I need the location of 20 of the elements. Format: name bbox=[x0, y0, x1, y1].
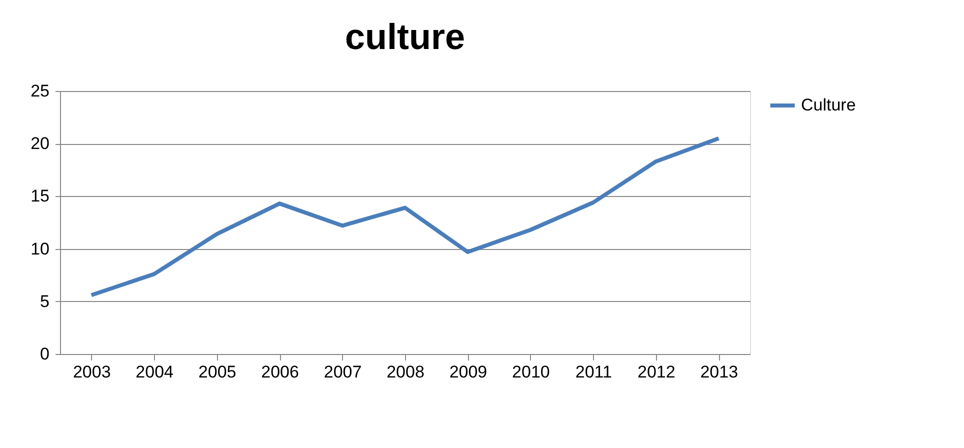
x-tick-label: 2013 bbox=[700, 362, 738, 382]
x-tick-label: 2012 bbox=[637, 362, 676, 382]
x-tick-label: 2006 bbox=[261, 362, 299, 382]
chart-title: culture bbox=[344, 16, 466, 57]
x-tick-label: 2005 bbox=[198, 362, 236, 382]
y-tick-label: 15 bbox=[30, 186, 50, 206]
y-tick-label: 5 bbox=[40, 292, 50, 311]
x-tick-label: 2007 bbox=[324, 362, 362, 382]
x-tick-label: 2004 bbox=[136, 362, 174, 382]
line-series bbox=[89, 136, 721, 298]
y-tick-label: 25 bbox=[30, 82, 50, 100]
x-tick-label: 2011 bbox=[575, 362, 612, 382]
x-tick-label: 2009 bbox=[449, 362, 488, 382]
y-tick-label: 0 bbox=[40, 344, 50, 364]
y-tick-label: 10 bbox=[30, 239, 50, 258]
legend-label: Culture bbox=[801, 96, 856, 114]
x-tick-label: 2010 bbox=[512, 362, 550, 382]
x-tick-label: 2003 bbox=[72, 362, 111, 382]
y-tick-label: 20 bbox=[30, 134, 50, 154]
x-tick-label: 2008 bbox=[386, 362, 424, 382]
